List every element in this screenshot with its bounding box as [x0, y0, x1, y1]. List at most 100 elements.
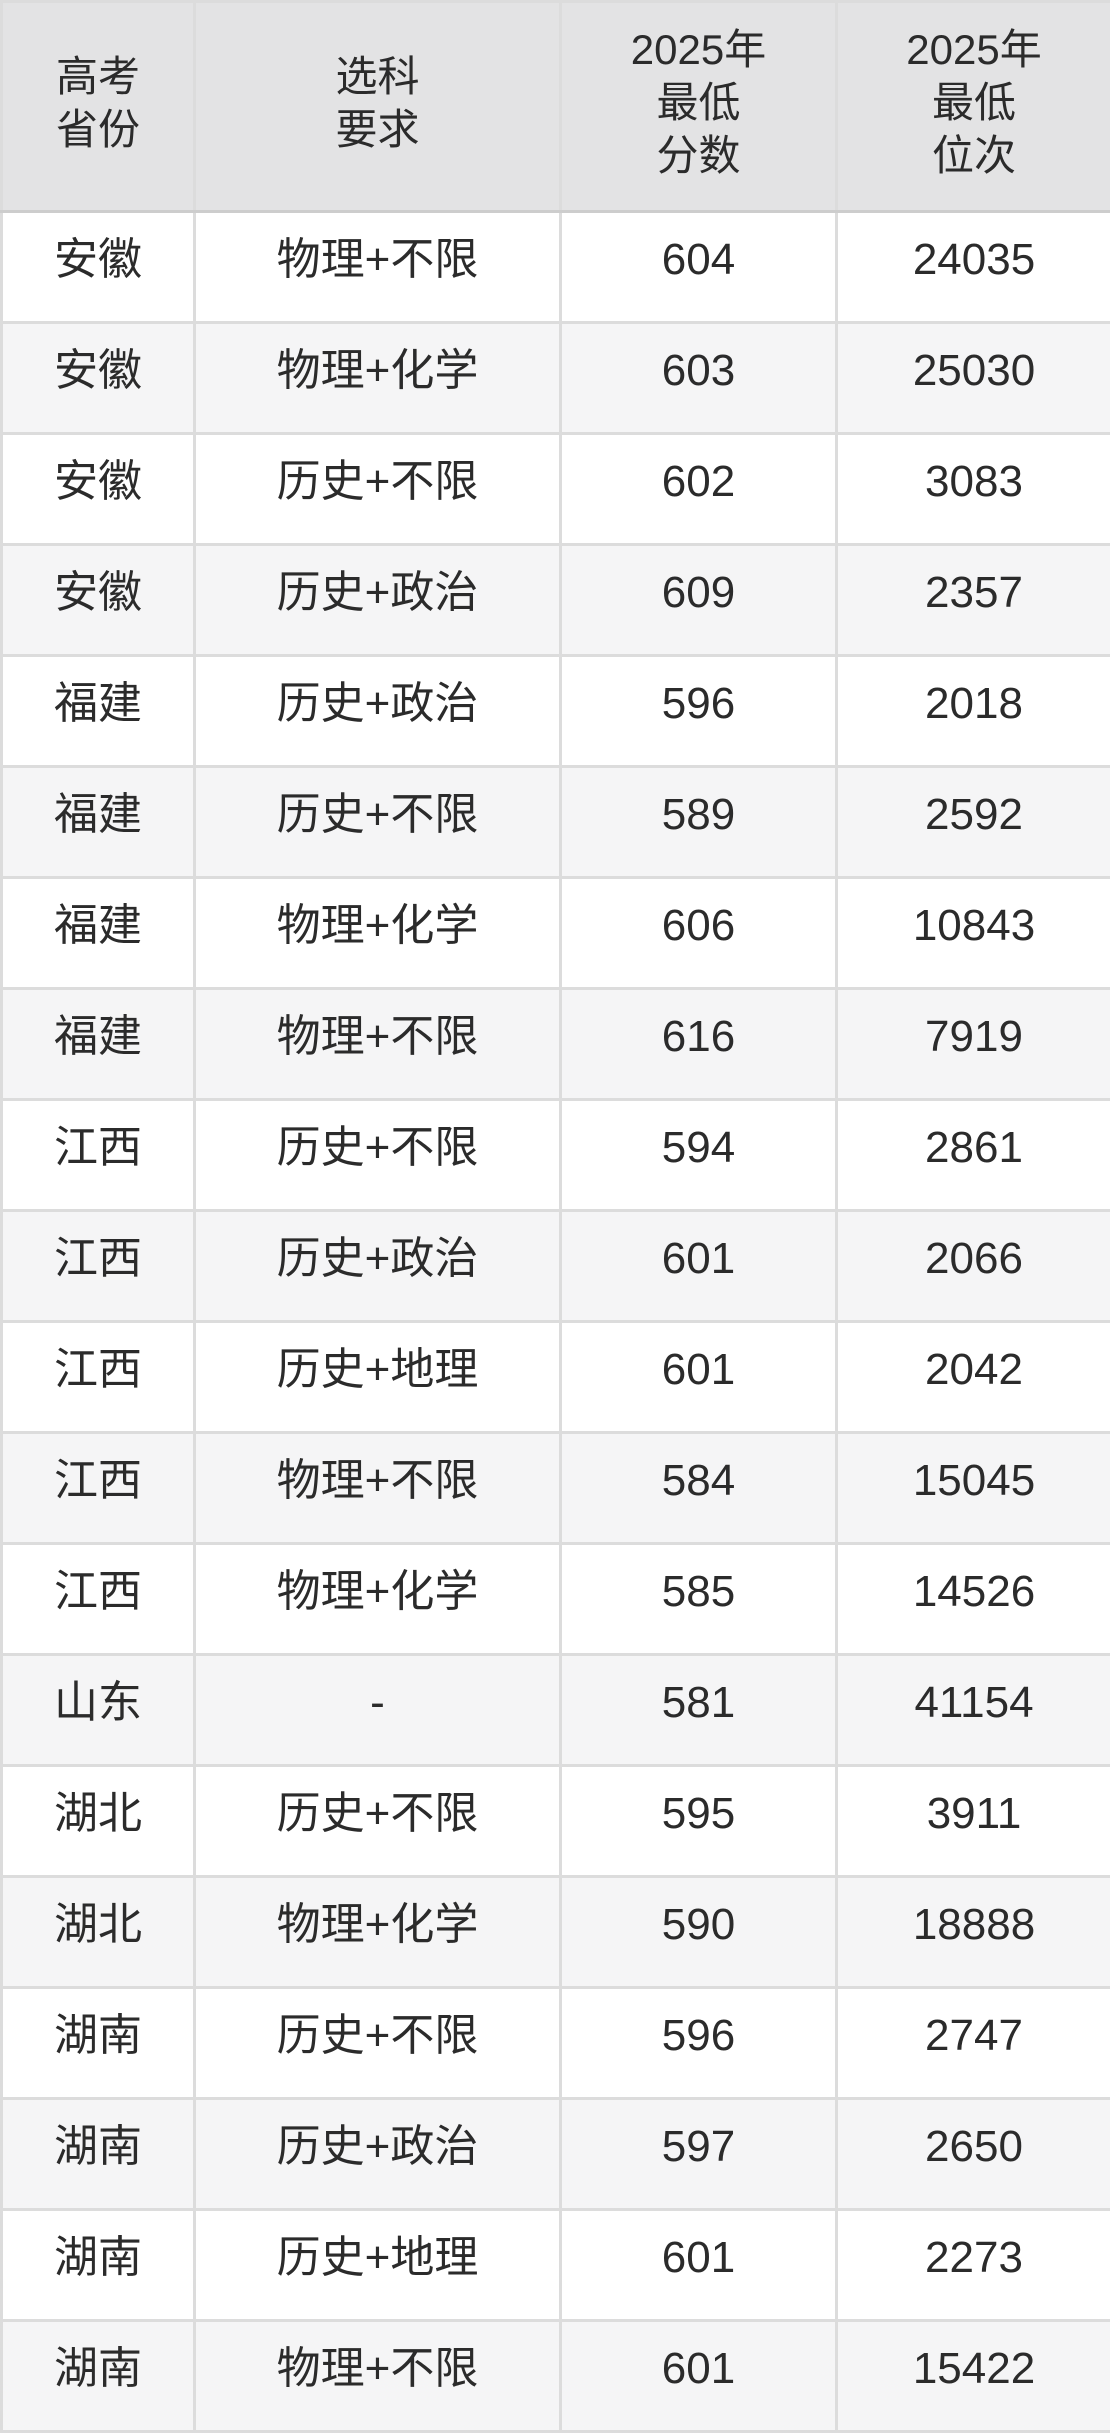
header-rank: 2025年 最低 位次 [837, 2, 1110, 212]
requirement-cell: 历史+政治 [195, 2099, 561, 2210]
table-row: 福建 物理+不限 616 7919 [2, 989, 1110, 1100]
score-cell: 590 [561, 1877, 837, 1988]
table-row: 江西 物理+化学 585 14526 [2, 1544, 1110, 1655]
score-cell: 601 [561, 1211, 837, 1322]
header-requirement: 选科 要求 [195, 2, 561, 212]
score-cell: 603 [561, 323, 837, 434]
requirement-cell: 历史+政治 [195, 656, 561, 767]
table-row: 江西 历史+地理 601 2042 [2, 1322, 1110, 1433]
table-row: 福建 历史+不限 589 2592 [2, 767, 1110, 878]
province-cell: 福建 [2, 656, 195, 767]
table-row: 湖南 历史+政治 597 2650 [2, 2099, 1110, 2210]
table-row: 安徽 物理+不限 604 24035 [2, 212, 1110, 323]
requirement-cell: 物理+不限 [195, 212, 561, 323]
requirement-cell: 物理+不限 [195, 2321, 561, 2432]
requirement-cell: 物理+不限 [195, 1433, 561, 1544]
province-cell: 安徽 [2, 434, 195, 545]
table-row: 福建 历史+政治 596 2018 [2, 656, 1110, 767]
rank-cell: 15045 [837, 1433, 1110, 1544]
province-cell: 福建 [2, 878, 195, 989]
table-row: 江西 物理+不限 584 15045 [2, 1433, 1110, 1544]
rank-cell: 2357 [837, 545, 1110, 656]
province-cell: 山东 [2, 1655, 195, 1766]
requirement-cell: 物理+化学 [195, 323, 561, 434]
score-cell: 594 [561, 1100, 837, 1211]
province-cell: 福建 [2, 989, 195, 1100]
score-cell: 597 [561, 2099, 837, 2210]
header-row: 高考 省份 选科 要求 2025年 最低 分数 2025年 最低 位次 [2, 2, 1110, 212]
rank-cell: 2861 [837, 1100, 1110, 1211]
score-cell: 609 [561, 545, 837, 656]
province-cell: 江西 [2, 1322, 195, 1433]
rank-cell: 2592 [837, 767, 1110, 878]
province-cell: 江西 [2, 1211, 195, 1322]
score-cell: 585 [561, 1544, 837, 1655]
rank-cell: 24035 [837, 212, 1110, 323]
table-row: 湖南 物理+不限 601 15422 [2, 2321, 1110, 2432]
requirement-cell: 历史+不限 [195, 1988, 561, 2099]
rank-cell: 7919 [837, 989, 1110, 1100]
score-cell: 595 [561, 1766, 837, 1877]
score-cell: 581 [561, 1655, 837, 1766]
requirement-cell: 历史+地理 [195, 2210, 561, 2321]
requirement-cell: 历史+政治 [195, 545, 561, 656]
table-row: 安徽 历史+不限 602 3083 [2, 434, 1110, 545]
table-row: 江西 历史+不限 594 2861 [2, 1100, 1110, 1211]
requirement-cell: 历史+不限 [195, 1766, 561, 1877]
requirement-cell: 物理+化学 [195, 878, 561, 989]
rank-cell: 10843 [837, 878, 1110, 989]
requirement-cell: 历史+不限 [195, 1100, 561, 1211]
requirement-cell: 历史+地理 [195, 1322, 561, 1433]
requirement-cell: 历史+政治 [195, 1211, 561, 1322]
score-cell: 604 [561, 212, 837, 323]
province-cell: 湖南 [2, 1988, 195, 2099]
table-row: 湖北 历史+不限 595 3911 [2, 1766, 1110, 1877]
province-cell: 安徽 [2, 212, 195, 323]
score-cell: 584 [561, 1433, 837, 1544]
table-row: 湖南 历史+不限 596 2747 [2, 1988, 1110, 2099]
rank-cell: 2650 [837, 2099, 1110, 2210]
table-row: 湖北 物理+化学 590 18888 [2, 1877, 1110, 1988]
score-cell: 596 [561, 1988, 837, 2099]
header-score: 2025年 最低 分数 [561, 2, 837, 212]
score-cell: 606 [561, 878, 837, 989]
score-cell: 596 [561, 656, 837, 767]
province-cell: 湖南 [2, 2099, 195, 2210]
table-header: 高考 省份 选科 要求 2025年 最低 分数 2025年 最低 位次 [2, 2, 1110, 212]
score-cell: 601 [561, 1322, 837, 1433]
rank-cell: 2273 [837, 2210, 1110, 2321]
rank-cell: 41154 [837, 1655, 1110, 1766]
requirement-cell: 物理+化学 [195, 1877, 561, 1988]
table-body: 安徽 物理+不限 604 24035 安徽 物理+化学 603 25030 安徽… [2, 212, 1110, 2432]
table-row: 福建 物理+化学 606 10843 [2, 878, 1110, 989]
table-row: 江西 历史+政治 601 2066 [2, 1211, 1110, 1322]
rank-cell: 3083 [837, 434, 1110, 545]
table-row: 安徽 历史+政治 609 2357 [2, 545, 1110, 656]
rank-cell: 2747 [837, 1988, 1110, 2099]
requirement-cell: 物理+化学 [195, 1544, 561, 1655]
requirement-cell: 物理+不限 [195, 989, 561, 1100]
province-cell: 湖南 [2, 2321, 195, 2432]
requirement-cell: 历史+不限 [195, 767, 561, 878]
province-cell: 安徽 [2, 545, 195, 656]
table-row: 湖南 历史+地理 601 2273 [2, 2210, 1110, 2321]
province-cell: 江西 [2, 1433, 195, 1544]
rank-cell: 25030 [837, 323, 1110, 434]
score-cell: 589 [561, 767, 837, 878]
requirement-cell: 历史+不限 [195, 434, 561, 545]
score-cell: 616 [561, 989, 837, 1100]
rank-cell: 15422 [837, 2321, 1110, 2432]
rank-cell: 2018 [837, 656, 1110, 767]
score-cell: 601 [561, 2210, 837, 2321]
requirement-cell: - [195, 1655, 561, 1766]
province-cell: 湖南 [2, 2210, 195, 2321]
rank-cell: 18888 [837, 1877, 1110, 1988]
province-cell: 江西 [2, 1544, 195, 1655]
province-cell: 湖北 [2, 1766, 195, 1877]
rank-cell: 14526 [837, 1544, 1110, 1655]
score-cell: 601 [561, 2321, 837, 2432]
rank-cell: 2042 [837, 1322, 1110, 1433]
province-cell: 安徽 [2, 323, 195, 434]
table-row: 山东 - 581 41154 [2, 1655, 1110, 1766]
